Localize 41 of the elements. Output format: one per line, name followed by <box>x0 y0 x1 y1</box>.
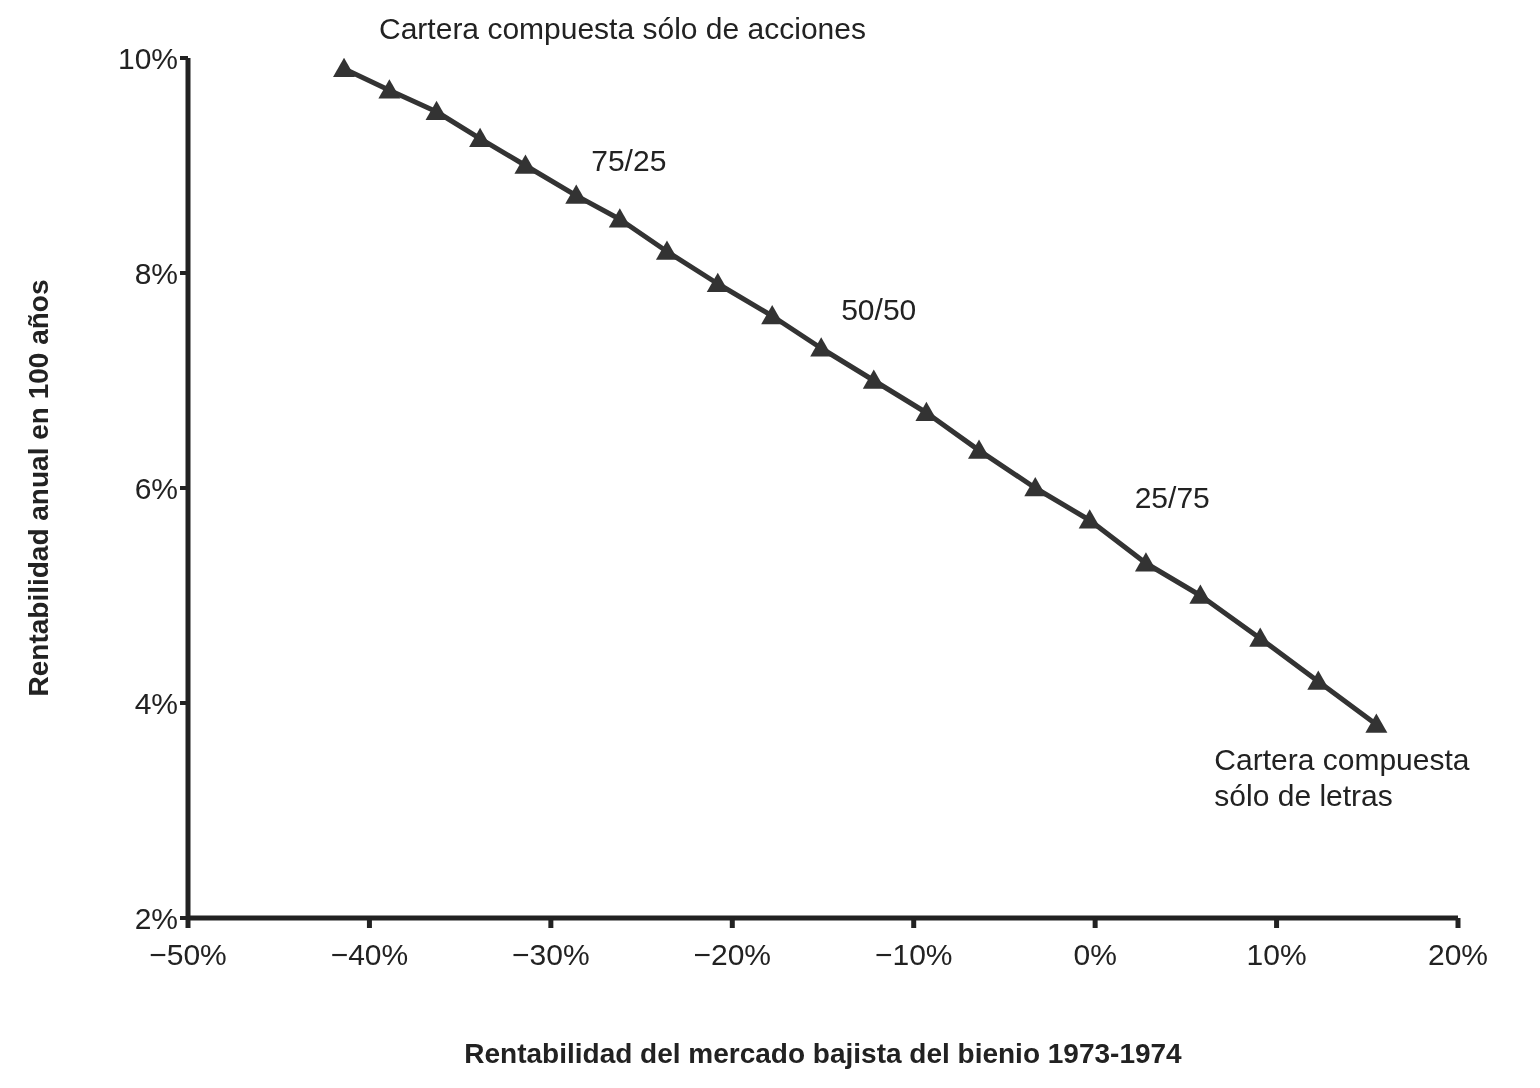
x-tick-label: −40% <box>330 938 409 972</box>
point <box>333 58 356 77</box>
point <box>378 79 401 99</box>
y-tick-label: 4% <box>134 686 178 720</box>
point <box>761 305 784 325</box>
y-axis-title: Rentabilidad anual en 100 años <box>22 279 54 697</box>
point <box>514 154 537 174</box>
y-tick-label: 10% <box>117 41 178 75</box>
x-tick-label: −10% <box>874 938 953 972</box>
point <box>469 127 492 147</box>
point <box>1365 713 1388 733</box>
x-tick-label: 0% <box>1073 938 1117 972</box>
point <box>1307 670 1330 690</box>
point <box>655 240 678 260</box>
y-tick-label: 8% <box>134 256 178 290</box>
x-tick-label: −20% <box>693 938 772 972</box>
point <box>706 272 729 292</box>
x-tick-label: 10% <box>1246 938 1307 972</box>
annotation: 50/50 <box>841 293 917 327</box>
x-tick-label: −50% <box>149 938 227 972</box>
point <box>1189 584 1212 604</box>
y-tick-label: 6% <box>134 471 178 505</box>
annotation: Cartera compuesta sólo de acciones <box>379 11 866 45</box>
annotation: 25/75 <box>1134 481 1210 515</box>
y-tick-label: 2% <box>134 901 178 935</box>
point <box>810 337 833 357</box>
point <box>968 439 991 459</box>
point <box>1024 477 1047 497</box>
point <box>565 184 588 204</box>
point <box>608 208 631 228</box>
x-axis-title: Rentabilidad del mercado bajista del bienio 1973-1974 <box>464 1038 1183 1069</box>
point <box>1249 627 1272 647</box>
point <box>862 369 885 389</box>
point <box>1134 552 1157 572</box>
x-tick-label: −30% <box>512 938 590 972</box>
point <box>915 401 938 421</box>
point <box>425 100 448 120</box>
annotation: Cartera compuesta sólo de letras <box>1214 742 1470 812</box>
point <box>1078 509 1101 529</box>
annotation: 75/25 <box>591 143 667 177</box>
x-tick-label: 20% <box>1427 938 1489 972</box>
